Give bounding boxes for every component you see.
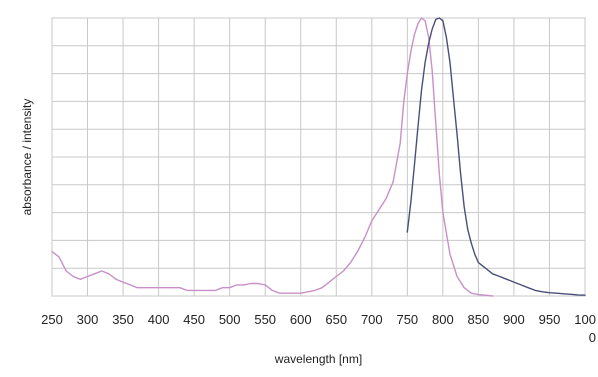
x-tick-label: 650 [325, 312, 347, 327]
x-tick-label: 700 [361, 312, 383, 327]
x-tick-label: 300 [77, 312, 99, 327]
x-tick-label: 950 [539, 312, 561, 327]
x-tick-label: 400 [148, 312, 170, 327]
gridlines [51, 17, 586, 297]
series-line-absorbance [51, 17, 494, 297]
x-tick-label: 450 [183, 312, 205, 327]
x-axis-title: wavelength [nm] [274, 352, 362, 366]
x-tick-label: 750 [396, 312, 418, 327]
y-axis-title: absorbance / intensity [20, 99, 34, 216]
x-tick-label: 900 [503, 312, 525, 327]
x-tick-label: 600 [290, 312, 312, 327]
x-tick-label: 250 [41, 312, 63, 327]
series-layer [51, 17, 586, 297]
x-tick-label: 550 [254, 312, 276, 327]
x-tick-label: 850 [468, 312, 490, 327]
series-line-intensity [406, 17, 586, 296]
x-tick-label: 800 [432, 312, 454, 327]
x-tick-label-overflow: 0 [589, 330, 596, 345]
x-axis-ticks: 250 300 350 400 450 500 550 600 650 700 750 800 850 9… [41, 312, 596, 345]
x-tick-label: 350 [112, 312, 134, 327]
x-tick-label: 500 [219, 312, 241, 327]
x-tick-label: 100 [574, 312, 596, 327]
